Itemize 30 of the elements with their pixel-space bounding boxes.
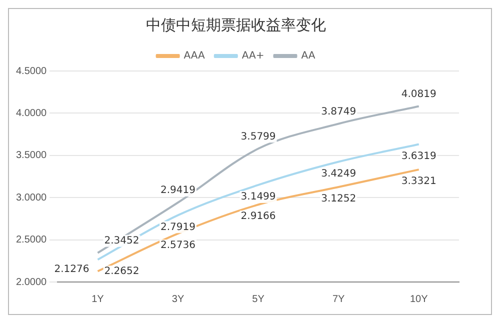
- data-label: 3.3321: [401, 176, 436, 188]
- data-label: 2.7919: [160, 222, 196, 233]
- x-tick-label: 10Y: [410, 294, 428, 305]
- data-label: 4.0819: [401, 88, 436, 100]
- data-label: 2.1276: [54, 264, 90, 275]
- x-tick-label: 5Y: [252, 294, 265, 305]
- y-tick-label: 4.0000: [16, 108, 48, 119]
- y-tick-label: 2.0000: [16, 276, 48, 288]
- y-tick-label: 2.5000: [16, 234, 48, 246]
- data-label: 3.8749: [321, 106, 356, 118]
- data-label: 2.3452: [104, 235, 140, 246]
- legend-label: AA+: [242, 50, 264, 62]
- y-tick-label: 4.5000: [16, 66, 48, 77]
- legend-label: AA: [301, 50, 316, 62]
- data-label: 3.4249: [321, 168, 356, 180]
- data-label: 2.5736: [160, 240, 196, 252]
- x-tick-label: 1Y: [92, 294, 104, 305]
- legend-label: AAA: [184, 50, 206, 62]
- data-label: 2.2652: [104, 266, 140, 278]
- chart-title: 中债中短期票据收益率变化: [146, 16, 326, 34]
- data-label: 3.1252: [321, 194, 356, 205]
- y-tick-label: 3.5000: [16, 150, 48, 162]
- data-label: 3.1499: [240, 192, 276, 203]
- data-label: 2.9166: [240, 211, 276, 222]
- y-tick-label: 3.0000: [16, 192, 48, 204]
- data-label: 2.9419: [160, 185, 196, 196]
- data-label: 3.6319: [401, 150, 436, 162]
- x-tick-label: 7Y: [332, 294, 346, 305]
- x-tick-label: 3Y: [172, 294, 184, 305]
- data-label: 3.5799: [240, 131, 276, 142]
